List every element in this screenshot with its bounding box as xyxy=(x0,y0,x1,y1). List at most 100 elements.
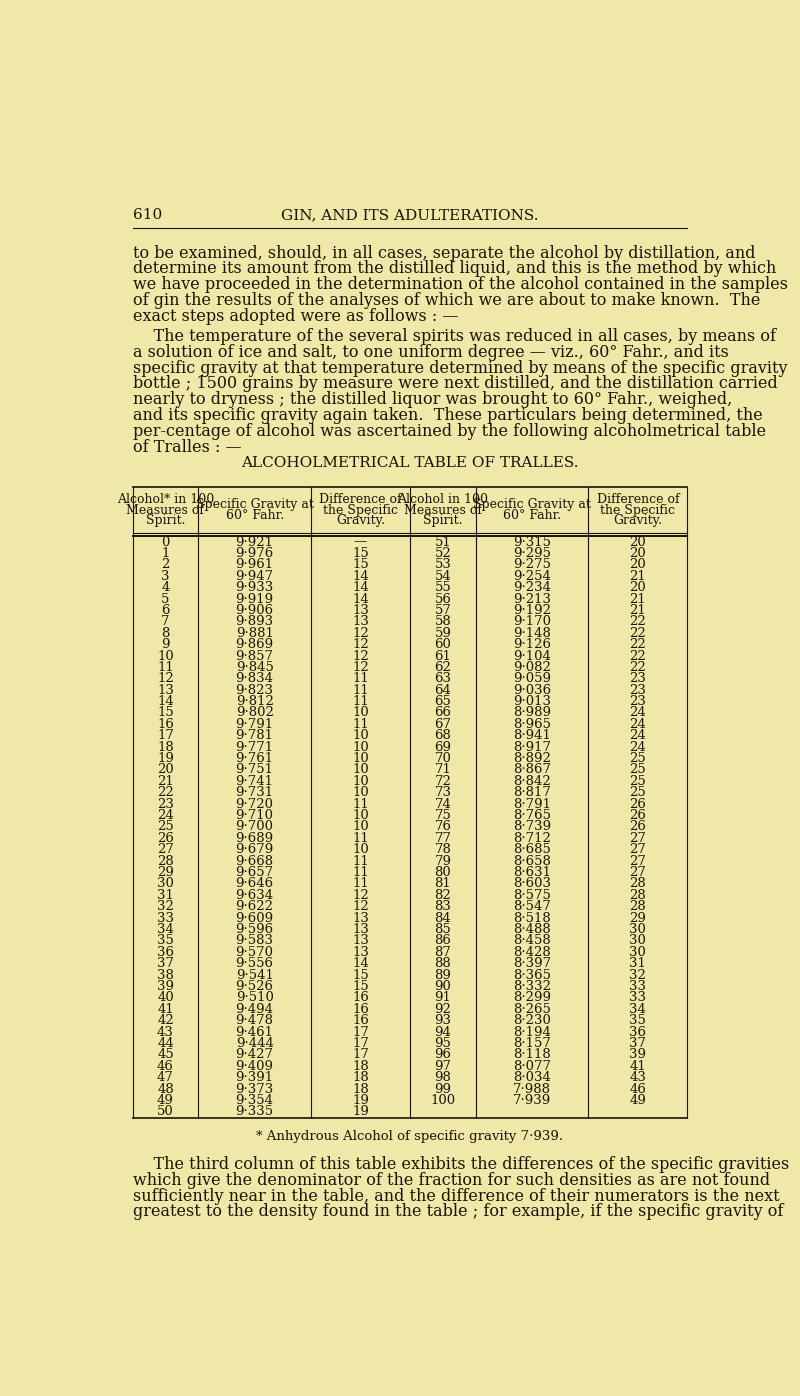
Text: 16: 16 xyxy=(352,991,369,1004)
Text: 9·679: 9·679 xyxy=(235,843,274,856)
Text: 73: 73 xyxy=(434,786,451,800)
Text: 9·059: 9·059 xyxy=(513,673,551,685)
Text: 9·526: 9·526 xyxy=(236,980,274,993)
Text: 11: 11 xyxy=(352,854,369,868)
Text: 9·710: 9·710 xyxy=(236,810,274,822)
Text: 1: 1 xyxy=(162,547,170,560)
Text: 18: 18 xyxy=(352,1060,369,1072)
Text: 23: 23 xyxy=(630,673,646,685)
Text: 36: 36 xyxy=(630,1026,646,1039)
Text: 33: 33 xyxy=(630,980,646,993)
Text: 9·126: 9·126 xyxy=(513,638,551,651)
Text: 8·867: 8·867 xyxy=(513,764,551,776)
Text: 8·712: 8·712 xyxy=(513,832,551,845)
Text: 8·488: 8·488 xyxy=(513,923,551,935)
Text: 9·254: 9·254 xyxy=(513,570,551,582)
Text: 62: 62 xyxy=(434,660,451,674)
Text: 9·409: 9·409 xyxy=(236,1060,274,1072)
Text: 20: 20 xyxy=(630,581,646,595)
Text: 49: 49 xyxy=(157,1094,174,1107)
Text: Specific Gravity at: Specific Gravity at xyxy=(196,498,314,511)
Text: The temperature of the several spirits was reduced in all cases, by means of: The temperature of the several spirits w… xyxy=(133,328,775,345)
Text: 29: 29 xyxy=(157,866,174,879)
Text: exact steps adopted were as follows : —: exact steps adopted were as follows : — xyxy=(133,307,458,325)
Text: 27: 27 xyxy=(630,854,646,868)
Text: 35: 35 xyxy=(157,934,174,948)
Text: 9·781: 9·781 xyxy=(236,729,274,743)
Text: 610: 610 xyxy=(133,208,162,222)
Text: 9·869: 9·869 xyxy=(235,638,274,651)
Text: 44: 44 xyxy=(157,1037,174,1050)
Text: 8·397: 8·397 xyxy=(513,958,551,970)
Text: —: — xyxy=(354,536,367,549)
Text: 2: 2 xyxy=(162,558,170,571)
Text: 9·275: 9·275 xyxy=(513,558,551,571)
Text: 13: 13 xyxy=(352,912,369,924)
Text: 9·494: 9·494 xyxy=(236,1002,274,1016)
Text: 79: 79 xyxy=(434,854,451,868)
Text: 27: 27 xyxy=(157,843,174,856)
Text: Spirit.: Spirit. xyxy=(423,514,462,528)
Text: 11: 11 xyxy=(352,878,369,891)
Text: 90: 90 xyxy=(434,980,451,993)
Text: 89: 89 xyxy=(434,969,451,981)
Text: 97: 97 xyxy=(434,1060,451,1072)
Text: the Specific: the Specific xyxy=(600,504,675,517)
Text: 15: 15 xyxy=(157,706,174,719)
Text: 53: 53 xyxy=(434,558,451,571)
Text: 9·919: 9·919 xyxy=(235,592,274,606)
Text: GIN, AND ITS ADULTERATIONS.: GIN, AND ITS ADULTERATIONS. xyxy=(282,208,538,222)
Text: 11: 11 xyxy=(352,673,369,685)
Text: 9·961: 9·961 xyxy=(235,558,274,571)
Text: 69: 69 xyxy=(434,741,451,754)
Text: 0: 0 xyxy=(162,536,170,549)
Text: 26: 26 xyxy=(157,832,174,845)
Text: 22: 22 xyxy=(630,616,646,628)
Text: 60° Fahr.: 60° Fahr. xyxy=(226,510,284,522)
Text: 9·802: 9·802 xyxy=(236,706,274,719)
Text: 9·234: 9·234 xyxy=(513,581,551,595)
Text: 50: 50 xyxy=(157,1106,174,1118)
Text: 22: 22 xyxy=(630,649,646,663)
Text: 8·157: 8·157 xyxy=(513,1037,551,1050)
Text: Spirit.: Spirit. xyxy=(146,514,186,528)
Text: 85: 85 xyxy=(434,923,451,935)
Text: 9·192: 9·192 xyxy=(513,604,551,617)
Text: 8·791: 8·791 xyxy=(513,797,551,811)
Text: 8·739: 8·739 xyxy=(513,821,551,833)
Text: 8·892: 8·892 xyxy=(513,752,551,765)
Text: 37: 37 xyxy=(157,958,174,970)
Text: 7: 7 xyxy=(162,616,170,628)
Text: 31: 31 xyxy=(157,889,174,902)
Text: Alcohol* in 100: Alcohol* in 100 xyxy=(117,493,214,507)
Text: 10: 10 xyxy=(352,706,369,719)
Text: 71: 71 xyxy=(434,764,451,776)
Text: 11: 11 xyxy=(157,660,174,674)
Text: 22: 22 xyxy=(630,660,646,674)
Text: 8·917: 8·917 xyxy=(513,741,551,754)
Text: 8·575: 8·575 xyxy=(513,889,551,902)
Text: 10: 10 xyxy=(352,821,369,833)
Text: 8·034: 8·034 xyxy=(513,1071,551,1085)
Text: 10: 10 xyxy=(352,752,369,765)
Text: 17: 17 xyxy=(352,1048,369,1061)
Text: 7·939: 7·939 xyxy=(513,1094,551,1107)
Text: 9·689: 9·689 xyxy=(235,832,274,845)
Text: 68: 68 xyxy=(434,729,451,743)
Text: 3: 3 xyxy=(162,570,170,582)
Text: 12: 12 xyxy=(352,649,369,663)
Text: 12: 12 xyxy=(352,627,369,639)
Text: 13: 13 xyxy=(352,604,369,617)
Text: 9·036: 9·036 xyxy=(513,684,551,697)
Text: 9·646: 9·646 xyxy=(235,878,274,891)
Text: 22: 22 xyxy=(630,627,646,639)
Text: 37: 37 xyxy=(630,1037,646,1050)
Text: 9·947: 9·947 xyxy=(235,570,274,582)
Text: 10: 10 xyxy=(352,786,369,800)
Text: 13: 13 xyxy=(157,684,174,697)
Text: 9·427: 9·427 xyxy=(236,1048,274,1061)
Text: 11: 11 xyxy=(352,695,369,708)
Text: 9·510: 9·510 xyxy=(236,991,274,1004)
Text: 8·518: 8·518 xyxy=(513,912,551,924)
Text: 9·893: 9·893 xyxy=(235,616,274,628)
